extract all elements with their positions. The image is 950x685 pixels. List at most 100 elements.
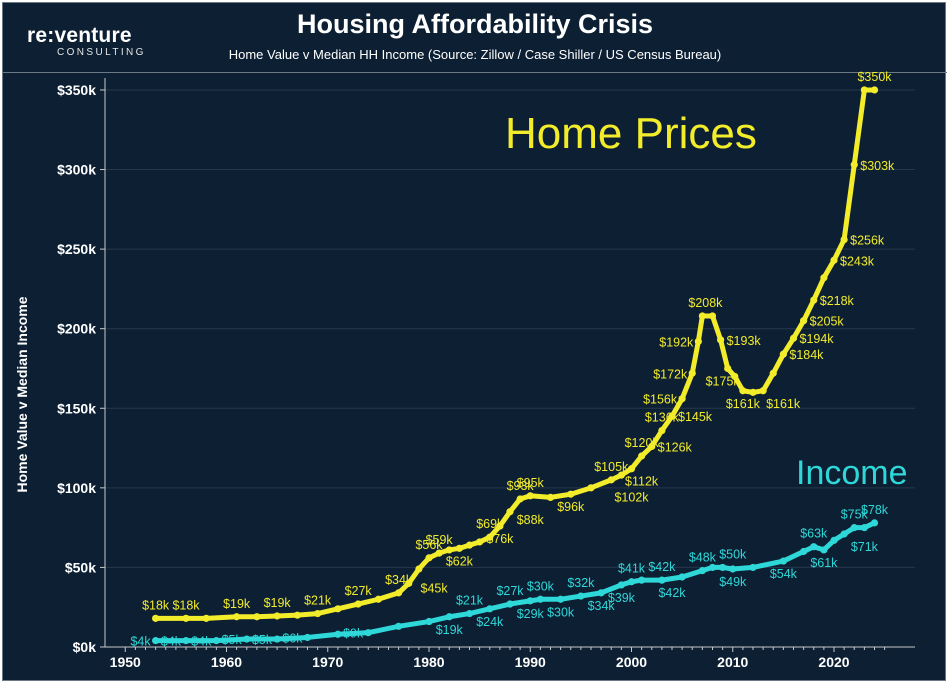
home-prices-data-label: $243k <box>840 254 875 268</box>
home-prices-data-label: $126k <box>658 440 693 454</box>
income-data-label: $9k <box>343 627 364 641</box>
income-series-line <box>153 520 877 644</box>
income-data-label: $54k <box>770 567 798 581</box>
home-prices-data-label: $59k <box>426 533 454 547</box>
home-prices-data-point <box>688 369 696 377</box>
income-data-point <box>182 637 190 645</box>
home-prices-data-point <box>717 336 725 344</box>
x-tick-label: 1960 <box>211 654 242 670</box>
home-prices-data-label: $76k <box>486 532 514 546</box>
home-prices-data-point <box>486 533 494 541</box>
x-tick-label: 1990 <box>515 654 546 670</box>
home-prices-annotation: Home Prices <box>505 109 757 158</box>
home-prices-data-label: $192k <box>659 335 694 349</box>
home-prices-data-point <box>860 86 868 94</box>
home-prices-data-point <box>526 492 534 500</box>
income-annotation: Income <box>796 454 908 492</box>
income-data-point <box>557 595 565 603</box>
home-prices-data-label: $62k <box>446 554 474 568</box>
home-prices-data-point <box>455 544 463 552</box>
income-data-label: $4k <box>130 635 151 649</box>
home-prices-data-point <box>840 235 848 244</box>
income-data-label: $24k <box>476 615 504 629</box>
income-data-label: $49k <box>719 575 747 589</box>
income-data-label: $39k <box>608 591 636 605</box>
income-data-point <box>597 589 605 597</box>
income-data-label: $48k <box>689 551 717 565</box>
y-tick-label: $250k <box>57 241 96 257</box>
income-data-label: $6k <box>282 631 303 645</box>
income-data-point <box>749 563 757 572</box>
home-prices-data-point <box>233 613 241 621</box>
home-prices-data-point <box>425 554 433 562</box>
home-prices-data-point <box>516 495 524 503</box>
income-data-point <box>870 519 879 527</box>
home-prices-data-point <box>202 614 210 622</box>
income-data-point <box>820 546 828 554</box>
home-prices-data-point <box>415 565 423 573</box>
income-data-label: $32k <box>567 576 595 590</box>
home-prices-data-point <box>731 372 739 381</box>
income-data-point <box>506 600 514 608</box>
income-data-point <box>486 605 494 613</box>
y-tick-label: $200k <box>57 321 96 337</box>
home-prices-data-label: $120k <box>625 436 660 450</box>
home-prices-data-point <box>830 256 838 264</box>
income-data-label: $41k <box>618 562 646 576</box>
logo-sub-text: CONSULTING <box>57 47 146 58</box>
home-prices-data-point <box>708 312 717 320</box>
home-prices-data-point <box>668 412 676 420</box>
income-data-point <box>303 633 312 642</box>
home-prices-data-point <box>395 589 403 597</box>
home-prices-data-label: $193k <box>727 334 762 348</box>
logo-main-text: re:venture <box>27 24 132 47</box>
income-data-point <box>840 530 848 538</box>
home-prices-data-label: $18k <box>172 598 200 612</box>
income-data-point <box>152 637 160 645</box>
income-data-point <box>800 547 808 556</box>
income-data-label: $5k <box>252 633 273 647</box>
income-data-label: $61k <box>810 556 838 570</box>
income-data-point <box>243 635 251 643</box>
y-tick-label: $300k <box>57 162 96 178</box>
home-prices-data-label: $95k <box>517 476 545 490</box>
home-prices-data-label: $184k <box>789 348 824 362</box>
home-prices-data-point <box>769 369 777 377</box>
income-data-point <box>465 609 474 618</box>
home-prices-data-label: $156k <box>643 393 678 407</box>
income-data-point <box>627 578 636 586</box>
income-data-label: $78k <box>861 503 889 517</box>
income-data-point <box>698 567 706 575</box>
income-data-label: $27k <box>496 584 524 598</box>
home-prices-data-label: $256k <box>850 234 885 248</box>
home-prices-data-label: $18k <box>142 598 170 612</box>
home-prices-data-label: $208k <box>688 296 723 310</box>
home-prices-data-point <box>374 595 382 603</box>
income-data-label: $21k <box>456 594 484 608</box>
income-data-label: $71k <box>851 540 879 554</box>
home-prices-data-point <box>152 614 160 622</box>
y-tick-label: $150k <box>57 400 96 416</box>
home-prices-data-point <box>810 296 818 304</box>
home-prices-data-point <box>739 387 747 395</box>
y-axis-label: Home Value v Median Income <box>14 296 30 492</box>
home-prices-data-point <box>759 387 767 395</box>
home-prices-data-point <box>779 350 787 358</box>
home-prices-data-label: $145k <box>678 410 713 424</box>
home-prices-data-label: $112k <box>625 475 659 489</box>
home-prices-data-point <box>658 426 666 435</box>
home-prices-data-point <box>182 614 190 622</box>
home-prices-data-label: $102k <box>614 491 649 505</box>
home-prices-data-point <box>678 395 686 403</box>
home-prices-data-point <box>567 490 575 498</box>
y-tick-label: $350k <box>57 82 96 98</box>
home-prices-data-point <box>496 522 504 530</box>
home-prices-data-label: $93k <box>507 479 535 493</box>
income-data-point <box>658 576 666 584</box>
y-tick-label: $100k <box>57 480 96 496</box>
home-prices-data-point <box>314 609 322 618</box>
home-prices-data-point <box>354 600 362 608</box>
home-prices-data-point <box>293 611 301 619</box>
home-prices-data-point <box>587 484 595 492</box>
